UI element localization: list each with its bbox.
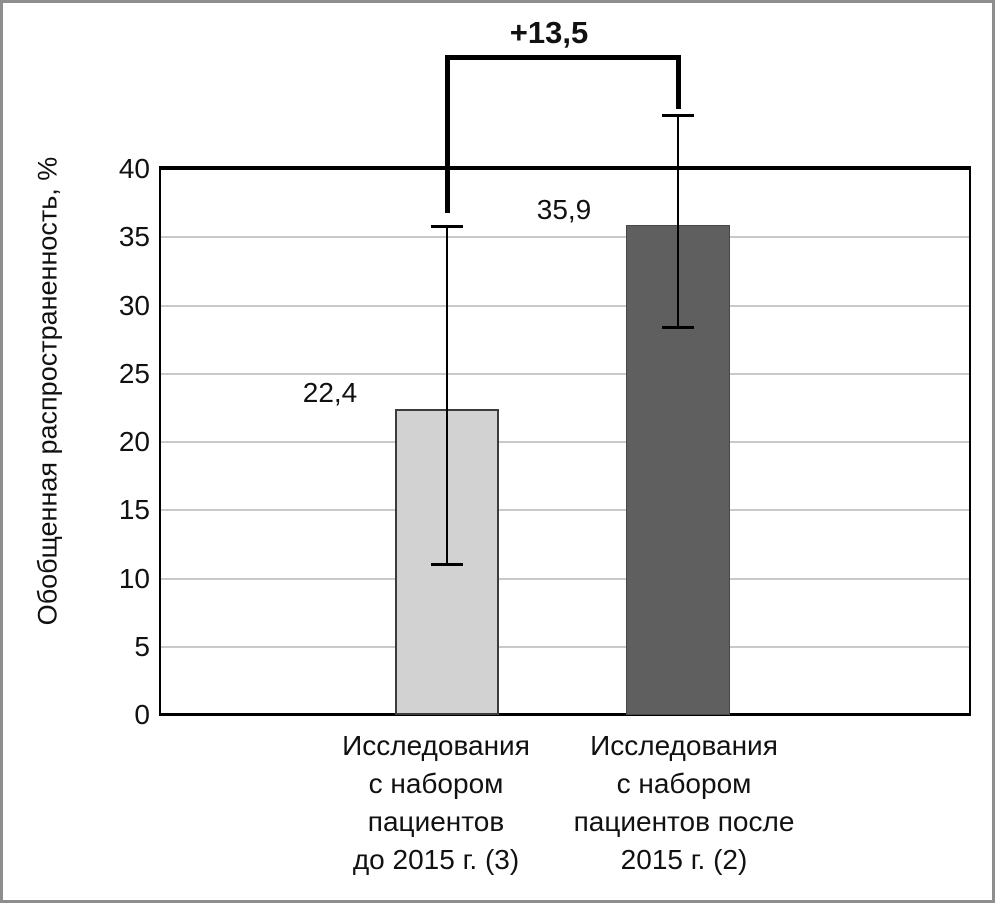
significance-bracket-left-leg [444, 55, 450, 213]
error-bar-bottom-cap-2 [662, 325, 694, 329]
error-bar-2 [677, 115, 679, 328]
gridline-15 [161, 509, 969, 512]
y-tick-label-5: 5 [134, 630, 150, 662]
error-bar-1 [446, 226, 448, 565]
y-axis-title: Обобщенная распространенность, % [32, 156, 63, 626]
y-tick-label-35: 35 [118, 221, 150, 253]
y-tick-label-30: 30 [118, 289, 150, 321]
error-bar-bottom-cap-1 [431, 563, 463, 567]
y-tick-label-15: 15 [118, 494, 150, 526]
bar-value-label-1: 22,4 [302, 377, 358, 409]
error-bar-top-cap-1 [431, 224, 463, 228]
gridline-5 [161, 645, 969, 648]
difference-annotation: +13,5 [509, 15, 589, 50]
significance-bracket-top [444, 55, 681, 60]
gridline-10 [161, 577, 969, 580]
gridline-25 [161, 372, 969, 375]
y-tick-label-0: 0 [134, 699, 150, 730]
error-bar-top-cap-2 [662, 114, 694, 118]
plot-area [159, 166, 971, 716]
gridline-35 [161, 236, 969, 239]
y-tick-label-10: 10 [118, 562, 150, 594]
x-category-label-2: Исследования с набором пациентов после 2… [573, 730, 795, 875]
y-tick-label-20: 20 [118, 426, 150, 457]
x-category-label-1: Исследования с набором пациентов до 2015… [342, 730, 530, 875]
gridline-20 [161, 441, 969, 443]
significance-bracket-right-leg [675, 55, 681, 109]
y-tick-label-25: 25 [118, 357, 150, 389]
bar-value-label-2: 35,9 [536, 193, 592, 225]
y-tick-label-40: 40 [118, 153, 150, 184]
gridline-30 [161, 304, 969, 307]
